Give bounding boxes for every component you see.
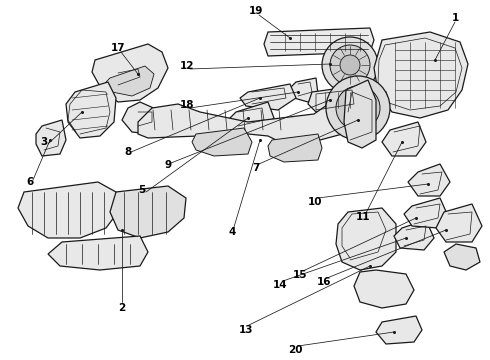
Polygon shape (138, 86, 390, 142)
Text: 19: 19 (249, 6, 263, 16)
Text: 16: 16 (317, 277, 331, 287)
Text: 9: 9 (165, 160, 172, 170)
Text: 15: 15 (293, 270, 307, 280)
Polygon shape (336, 208, 396, 270)
Text: 10: 10 (308, 197, 322, 207)
Polygon shape (110, 186, 186, 238)
Polygon shape (394, 220, 434, 250)
Text: 4: 4 (228, 227, 236, 237)
Circle shape (322, 37, 378, 93)
Polygon shape (36, 120, 66, 156)
Polygon shape (106, 66, 154, 96)
Text: 17: 17 (111, 43, 125, 53)
Polygon shape (444, 244, 480, 270)
Text: 12: 12 (180, 61, 194, 71)
Polygon shape (92, 44, 168, 102)
Polygon shape (240, 84, 296, 110)
Text: 1: 1 (451, 13, 459, 23)
Text: 13: 13 (239, 325, 253, 335)
Text: 5: 5 (138, 185, 146, 195)
Text: 6: 6 (26, 177, 34, 187)
Polygon shape (18, 182, 118, 238)
Polygon shape (122, 102, 162, 134)
Text: 2: 2 (119, 303, 125, 313)
Polygon shape (290, 78, 318, 102)
Circle shape (330, 45, 370, 85)
Text: 7: 7 (252, 163, 260, 173)
Text: 14: 14 (273, 280, 287, 290)
Polygon shape (436, 204, 482, 242)
Text: 8: 8 (124, 147, 132, 157)
Polygon shape (344, 80, 376, 148)
Text: 3: 3 (40, 137, 48, 147)
Text: 11: 11 (356, 212, 370, 222)
Polygon shape (404, 198, 448, 228)
Circle shape (336, 86, 380, 130)
Polygon shape (308, 86, 360, 112)
Polygon shape (408, 164, 450, 196)
Polygon shape (376, 316, 422, 344)
Polygon shape (268, 134, 322, 162)
Circle shape (340, 55, 360, 75)
Polygon shape (228, 102, 274, 130)
Polygon shape (382, 122, 426, 156)
Polygon shape (48, 236, 148, 270)
Text: 20: 20 (288, 345, 302, 355)
Polygon shape (264, 28, 374, 56)
Polygon shape (66, 82, 116, 138)
Polygon shape (374, 32, 468, 118)
Text: 18: 18 (180, 100, 194, 110)
Polygon shape (192, 128, 252, 156)
Circle shape (326, 76, 390, 140)
Circle shape (348, 98, 368, 118)
Polygon shape (354, 270, 414, 308)
